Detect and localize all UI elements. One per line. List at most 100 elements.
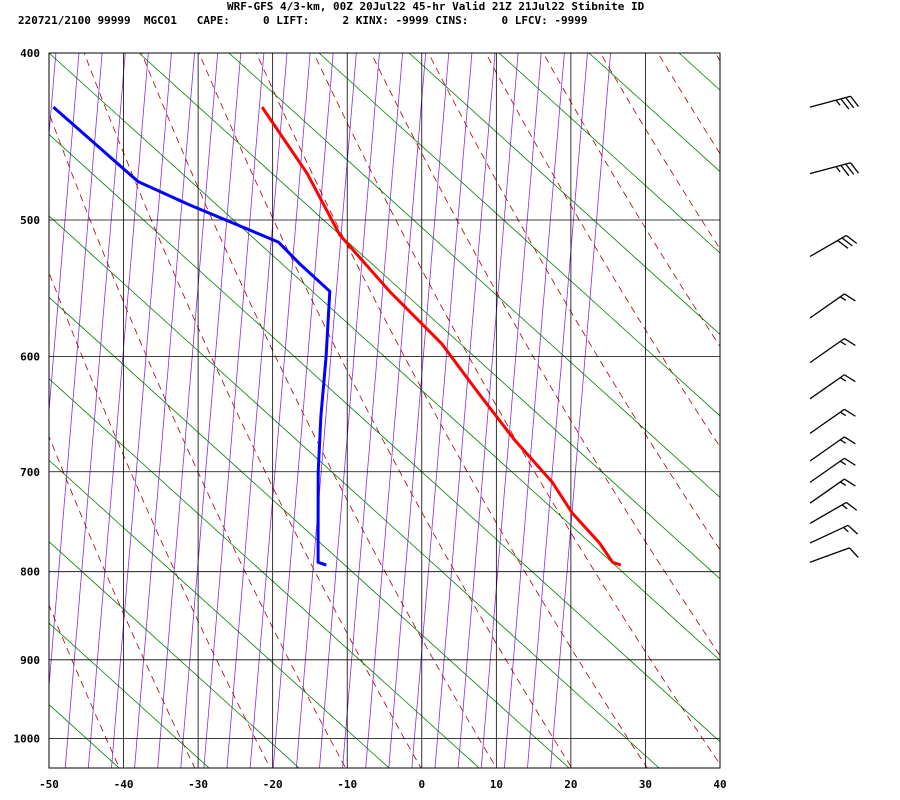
barb-flag xyxy=(844,337,856,347)
moist-adiabat xyxy=(49,296,570,768)
barb-shaft xyxy=(809,501,847,524)
dry-adiabat xyxy=(83,53,422,768)
barb-flag xyxy=(844,293,856,302)
isotherm-line xyxy=(0,15,36,783)
moist-adiabat xyxy=(49,215,660,768)
dry-adiabat xyxy=(255,53,648,768)
barb-shaft xyxy=(809,478,845,504)
moist-adiabat xyxy=(49,378,480,768)
isotherm-line xyxy=(49,53,80,416)
x-tick-label: -10 xyxy=(337,778,357,791)
isotherm-line xyxy=(49,53,103,692)
barb-shaft xyxy=(809,436,845,462)
barb-half-flag xyxy=(839,460,847,466)
barb-flag xyxy=(844,408,856,417)
plot-area xyxy=(49,53,720,768)
isotherm-line xyxy=(110,53,172,768)
isotherm-line xyxy=(319,53,380,768)
barb-flag xyxy=(841,237,853,247)
barb-half-flag xyxy=(839,377,847,382)
barb-half-flag xyxy=(839,296,847,301)
dry-adiabat xyxy=(49,271,271,768)
dry-adiabat xyxy=(49,435,196,768)
x-tick-label: -20 xyxy=(263,778,283,791)
dry-adiabat xyxy=(370,53,720,657)
barb-half-flag xyxy=(839,340,847,346)
isotherm-line xyxy=(203,53,265,768)
x-tick-label: 0 xyxy=(418,778,425,791)
moist-adiabat xyxy=(49,459,390,768)
wind-barb xyxy=(809,524,859,544)
barb-flag xyxy=(844,457,856,466)
isotherm-line xyxy=(87,53,149,768)
dry-adiabat xyxy=(49,604,120,768)
wind-barb xyxy=(809,478,856,504)
barb-shaft xyxy=(809,162,851,175)
dry-adiabat xyxy=(805,15,900,783)
wind-barbs xyxy=(809,95,860,563)
wind-barb xyxy=(809,162,860,177)
isotherm-line xyxy=(550,53,612,768)
barb-flag xyxy=(844,374,856,383)
moist-adiabat xyxy=(408,53,720,335)
wind-barb xyxy=(809,337,856,364)
chart-subtitle: 220721/2100 99999 MGC01 CAPE: 0 LIFT: 2 … xyxy=(18,14,588,27)
y-tick-label: 700 xyxy=(20,466,40,479)
barb-flag xyxy=(847,524,859,535)
barb-half-flag xyxy=(841,504,848,510)
x-tick-label: -50 xyxy=(39,778,59,791)
barb-flag xyxy=(850,162,860,174)
profiles xyxy=(52,105,622,567)
chart-title: WRF-GFS 4/3-km, 00Z 20Jul22 45-hr Valid … xyxy=(227,0,645,13)
isotherm-line xyxy=(180,53,242,768)
temperature-profile-line xyxy=(260,106,622,567)
barb-shaft xyxy=(809,337,845,364)
barb-flag xyxy=(848,547,859,558)
isotherm-line xyxy=(249,53,311,768)
barb-shaft xyxy=(809,234,847,258)
barb-flag xyxy=(850,95,860,107)
x-tick-label: 10 xyxy=(490,778,503,791)
barb-flag xyxy=(840,98,850,110)
barb-shaft xyxy=(809,547,850,563)
isotherm-line xyxy=(480,53,542,768)
x-tick-label: -30 xyxy=(188,778,208,791)
moist-adiabat xyxy=(769,53,900,777)
y-tick-label: 900 xyxy=(20,654,40,667)
isotherm-line xyxy=(457,53,519,768)
barb-flag xyxy=(845,501,858,511)
wind-barb xyxy=(809,374,856,400)
isotherm-line xyxy=(365,53,427,768)
barb-flag xyxy=(840,164,850,177)
barb-shaft xyxy=(809,374,845,400)
moist-adiabat xyxy=(228,53,720,498)
barb-half-flag xyxy=(839,411,847,417)
x-tick-label: 20 xyxy=(564,778,577,791)
isotherm-line xyxy=(272,53,334,768)
plot-frame xyxy=(48,52,721,769)
wind-barb xyxy=(809,95,860,110)
dewpoint-profile-line xyxy=(52,105,332,567)
moist-adiabat xyxy=(318,53,720,417)
barb-half-flag xyxy=(835,99,841,106)
wind-barb xyxy=(809,501,858,524)
barb-shaft xyxy=(809,457,845,483)
wind-barb xyxy=(809,547,859,563)
y-tick-label: 500 xyxy=(20,214,40,227)
dry-adiabat xyxy=(861,15,900,783)
axis-labels: -50 -40 -30 -20 -10 0 10 20 30 40 400 500 600 700 800 9… xyxy=(14,47,727,791)
x-tick-label: 40 xyxy=(713,778,726,791)
barb-shaft xyxy=(809,408,845,434)
barb-shaft xyxy=(809,293,845,319)
isotherm-line xyxy=(0,15,13,783)
dry-adiabat xyxy=(198,53,573,768)
y-tick-label: 600 xyxy=(20,350,40,363)
wind-barb xyxy=(809,234,858,258)
dry-adiabat xyxy=(427,53,720,551)
dry-adiabat xyxy=(49,112,347,768)
barb-flag xyxy=(844,478,856,487)
dry-adiabat xyxy=(141,53,497,768)
barb-flag xyxy=(837,239,849,249)
dry-adiabat xyxy=(748,15,900,783)
